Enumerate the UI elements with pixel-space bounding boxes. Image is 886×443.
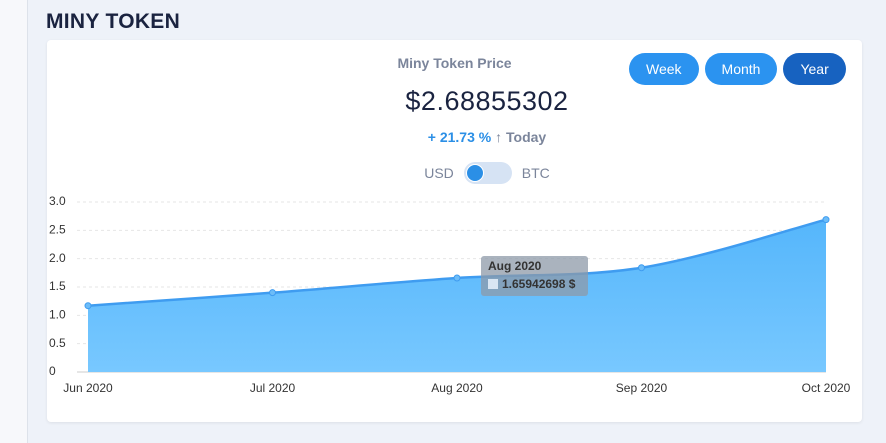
- y-tick-label: 2.5: [49, 223, 66, 237]
- tooltip-swatch: [488, 279, 498, 289]
- x-tick-label: Sep 2020: [616, 381, 668, 395]
- card-subtitle: Miny Token Price: [397, 55, 512, 71]
- range-button[interactable]: Year: [783, 53, 846, 85]
- y-tick-label: 1.5: [49, 279, 66, 293]
- page-title: MINY TOKEN: [46, 10, 181, 33]
- range-button[interactable]: Week: [629, 53, 699, 85]
- y-tick-label: 2.0: [49, 251, 66, 265]
- switch[interactable]: [463, 162, 512, 184]
- sidebar: [0, 0, 28, 443]
- tooltip-title: Aug 2020: [488, 259, 542, 273]
- range-button[interactable]: Month: [704, 53, 778, 85]
- range-buttons: Week Month Year: [629, 53, 846, 85]
- toggle-left: USD: [424, 165, 454, 181]
- x-tick-label: Jun 2020: [63, 381, 113, 395]
- chart: 0 0.5 1.0 1.5 2.0 2.5 3.0 Jun 2020 Jul 2020 Aug 2…: [49, 194, 851, 395]
- change-period: ↑ Today: [495, 129, 547, 145]
- period-label: Today: [506, 129, 547, 145]
- change: + 21.73 % ↑ Today: [307, 129, 667, 145]
- y-tick-label: 0.5: [49, 336, 66, 350]
- point: [269, 289, 276, 297]
- point: [638, 264, 645, 272]
- point: [84, 302, 92, 310]
- point: [453, 274, 461, 282]
- change-value: + 21.73 %: [427, 129, 492, 145]
- tooltip: Aug 2020 1.65942698 $: [481, 256, 588, 296]
- toggle-right: BTC: [521, 165, 550, 181]
- x-tick-label: Aug 2020: [431, 381, 483, 395]
- point: [822, 216, 830, 224]
- y-tick-label: 3.0: [49, 194, 66, 208]
- y-tick-label: 1.0: [49, 308, 66, 322]
- x-tick-label: Oct 2020: [802, 381, 851, 395]
- tooltip-box: [481, 256, 588, 296]
- tooltip-label: 1.65942698 $: [502, 277, 576, 291]
- y-tick-label: 0: [49, 364, 56, 378]
- x-tick-label: Jul 2020: [250, 381, 296, 395]
- area: [88, 219, 826, 372]
- price: $2.68855302: [405, 86, 569, 116]
- currency-toggle: USD BTC: [307, 162, 667, 184]
